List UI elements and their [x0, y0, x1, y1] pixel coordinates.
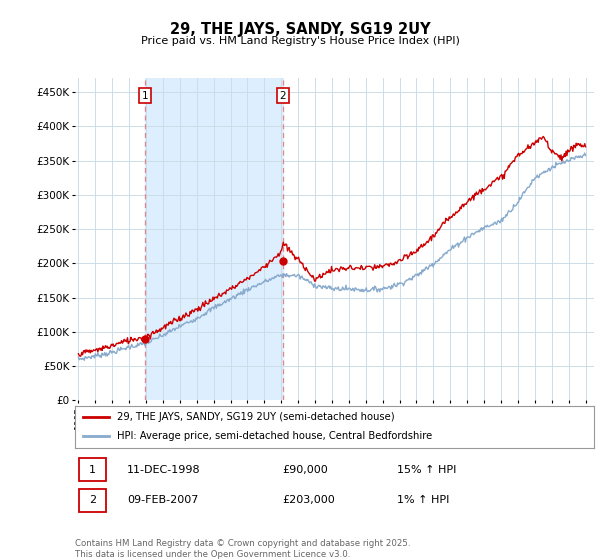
- Text: Price paid vs. HM Land Registry's House Price Index (HPI): Price paid vs. HM Land Registry's House …: [140, 36, 460, 46]
- Text: 2: 2: [280, 91, 286, 101]
- Text: HPI: Average price, semi-detached house, Central Bedfordshire: HPI: Average price, semi-detached house,…: [116, 431, 432, 441]
- Text: 1% ↑ HPI: 1% ↑ HPI: [397, 495, 449, 505]
- Text: 09-FEB-2007: 09-FEB-2007: [127, 495, 198, 505]
- Text: 29, THE JAYS, SANDY, SG19 2UY: 29, THE JAYS, SANDY, SG19 2UY: [170, 22, 430, 38]
- Text: 2: 2: [89, 495, 96, 505]
- Bar: [145, 78, 283, 400]
- FancyBboxPatch shape: [79, 489, 106, 512]
- FancyBboxPatch shape: [79, 459, 106, 481]
- Text: £203,000: £203,000: [283, 495, 335, 505]
- Text: 29, THE JAYS, SANDY, SG19 2UY (semi-detached house): 29, THE JAYS, SANDY, SG19 2UY (semi-deta…: [116, 412, 394, 422]
- Text: 11-DEC-1998: 11-DEC-1998: [127, 465, 200, 475]
- Text: 15% ↑ HPI: 15% ↑ HPI: [397, 465, 456, 475]
- Text: £90,000: £90,000: [283, 465, 328, 475]
- Text: 1: 1: [89, 465, 96, 475]
- Text: 1: 1: [142, 91, 148, 101]
- Text: Contains HM Land Registry data © Crown copyright and database right 2025.
This d: Contains HM Land Registry data © Crown c…: [75, 539, 410, 559]
